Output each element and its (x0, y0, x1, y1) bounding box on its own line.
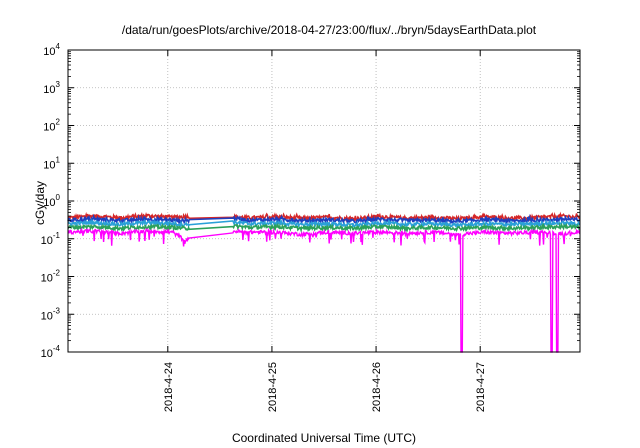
y-tick-label: 103 (43, 80, 60, 96)
tick-layer: 10-4 10-3 10-2 10-1 100 101 102 103 104 2018-4-24… (41, 42, 580, 412)
y-tick-label: 10-3 (41, 306, 61, 322)
series-line (67, 217, 580, 229)
x-axis-label: Coordinated Universal Time (UTC) (232, 431, 416, 445)
series-line (68, 211, 581, 223)
grid-layer (68, 49, 580, 353)
x-tick-label: 2018-4-25 (267, 362, 279, 412)
x-tick-label: 2018-4-27 (475, 362, 487, 412)
series-layer (67, 211, 581, 353)
y-axis-label: cGy/day (33, 181, 47, 225)
series-line (67, 222, 581, 234)
y-tick-label: 104 (43, 42, 60, 58)
y-tick-label: 10-4 (41, 344, 61, 360)
y-tick-label: 100 (43, 193, 60, 209)
x-tick-label: 2018-4-24 (163, 362, 175, 412)
y-tick-label: 10-1 (41, 231, 61, 247)
y-tick-label: 101 (43, 155, 60, 171)
series-line (67, 213, 581, 225)
y-tick-label: 102 (43, 118, 60, 134)
y-tick-label: 10-2 (41, 269, 61, 285)
series-line (67, 227, 581, 353)
x-tick-label: 2018-4-26 (371, 362, 383, 412)
chart-title: /data/run/goesPlots/archive/2018-04-27/2… (122, 23, 537, 37)
